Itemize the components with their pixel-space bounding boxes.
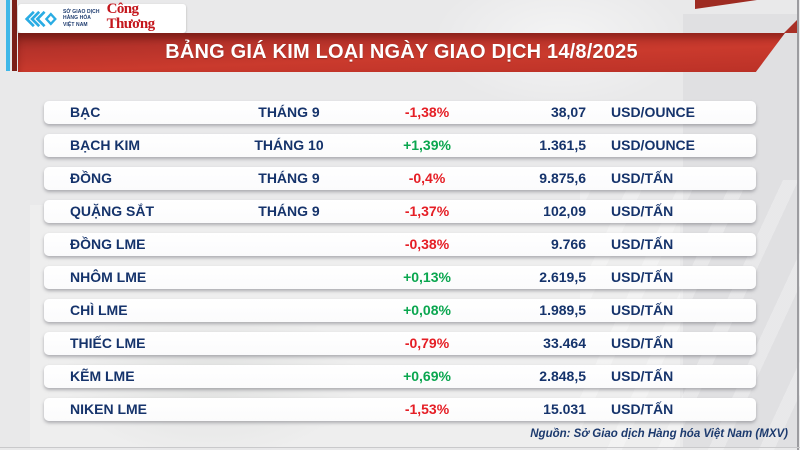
price-unit: USD/OUNCE xyxy=(611,104,696,120)
title-banner: BẢNG GIÁ KIM LOẠI NGÀY GIAO DỊCH 14/8/20… xyxy=(18,33,785,72)
dark-red-accent-stripe xyxy=(12,0,17,71)
price-value: 33.464 xyxy=(543,335,586,351)
contract-month: THÁNG 10 xyxy=(254,137,324,153)
price-value: 2.619,5 xyxy=(539,269,586,285)
metal-name: NIKEN LME xyxy=(70,401,147,417)
frame-bottom-edge xyxy=(0,447,800,448)
price-rows: BẠC THÁNG 9 -1,38% 38,07 USD/OUNCE BẠCH KIM TH… xyxy=(44,101,756,431)
metal-name: THIẾC LME xyxy=(70,335,146,351)
congthuong-logo-text: Công Thương xyxy=(106,0,156,32)
table-row: CHÌ LME +0,08% 1.989,5 USD/TẤN xyxy=(44,299,756,322)
change-percent: -0,79% xyxy=(404,335,450,351)
price-unit: USD/TẤN xyxy=(611,401,674,417)
table-row: THIẾC LME -0,79% 33.464 USD/TẤN xyxy=(44,332,756,355)
table-row: QUẶNG SẮT THÁNG 9 -1,37% 102,09 USD/TẤN xyxy=(44,200,756,223)
price-value: 9.875,6 xyxy=(539,170,586,186)
price-value: 15.031 xyxy=(543,401,586,417)
price-unit: USD/TẤN xyxy=(611,335,674,351)
price-unit: USD/TẤN xyxy=(611,203,674,219)
metal-name: NHÔM LME xyxy=(70,269,147,285)
table-row: ĐỒNG LME -0,38% 9.766 USD/TẤN xyxy=(44,233,756,256)
metal-name: QUẶNG SẮT xyxy=(70,203,154,219)
page-title: BẢNG GIÁ KIM LOẠI NGÀY GIAO DỊCH 14/8/20… xyxy=(165,40,638,63)
price-unit: USD/TẤN xyxy=(611,236,674,252)
price-value: 1.361,5 xyxy=(539,137,586,153)
congthuong-logo: Công Thương xyxy=(106,0,180,36)
metal-name: KẼM LME xyxy=(70,368,135,384)
source-note: Nguồn: Sở Giao dịch Hàng hóa Việt Nam (M… xyxy=(530,428,788,440)
red-ribbon-tip xyxy=(695,0,757,9)
contract-month: THÁNG 9 xyxy=(258,104,320,120)
table-row: BẠCH KIM THÁNG 10 +1,39% 1.361,5 USD/OUNCE xyxy=(44,134,756,157)
mxv-logo-icon xyxy=(24,10,57,27)
price-value: 102,09 xyxy=(543,203,586,219)
table-row: BẠC THÁNG 9 -1,38% 38,07 USD/OUNCE xyxy=(44,101,756,124)
table-row: NIKEN LME -1,53% 15.031 USD/TẤN xyxy=(44,398,756,421)
table-row: ĐỒNG THÁNG 9 -0,4% 9.875,6 USD/TẤN xyxy=(44,167,756,190)
metal-name: CHÌ LME xyxy=(70,302,128,318)
metal-name: ĐỒNG xyxy=(70,170,112,186)
price-unit: USD/OUNCE xyxy=(611,137,696,153)
price-unit: USD/TẤN xyxy=(611,368,674,384)
change-percent: -0,4% xyxy=(408,170,446,186)
change-percent: +0,69% xyxy=(403,368,451,384)
change-percent: -1,37% xyxy=(404,203,450,219)
change-percent: +0,08% xyxy=(403,302,451,318)
change-percent: -0,38% xyxy=(404,236,450,252)
price-unit: USD/TẤN xyxy=(611,302,674,318)
contract-month: THÁNG 9 xyxy=(258,203,320,219)
contract-month: THÁNG 9 xyxy=(258,170,320,186)
price-value: 38,07 xyxy=(550,104,586,120)
price-value: 1.989,5 xyxy=(539,302,586,318)
price-unit: USD/TẤN xyxy=(611,170,674,186)
metal-name: BẠC xyxy=(70,104,101,120)
metal-name: ĐỒNG LME xyxy=(70,236,146,252)
price-unit: USD/TẤN xyxy=(611,269,674,285)
change-percent: +0,13% xyxy=(403,269,451,285)
mxv-org-name: SỞ GIAO DỊCH HÀNG HÓA VIỆT NAM xyxy=(63,9,100,28)
logo-bar: SỞ GIAO DỊCH HÀNG HÓA VIỆT NAM Công Thươ… xyxy=(18,0,186,36)
change-percent: +1,39% xyxy=(403,137,451,153)
table-row: KẼM LME +0,69% 2.848,5 USD/TẤN xyxy=(44,365,756,388)
table-row: NHÔM LME +0,13% 2.619,5 USD/TẤN xyxy=(44,266,756,289)
price-value: 9.766 xyxy=(550,236,586,252)
metal-name: BẠCH KIM xyxy=(70,137,140,153)
change-percent: -1,53% xyxy=(404,401,450,417)
change-percent: -1,38% xyxy=(404,104,450,120)
frame-right-edge xyxy=(797,0,799,450)
price-value: 2.848,5 xyxy=(539,368,586,384)
cyan-accent-stripe xyxy=(6,0,10,71)
